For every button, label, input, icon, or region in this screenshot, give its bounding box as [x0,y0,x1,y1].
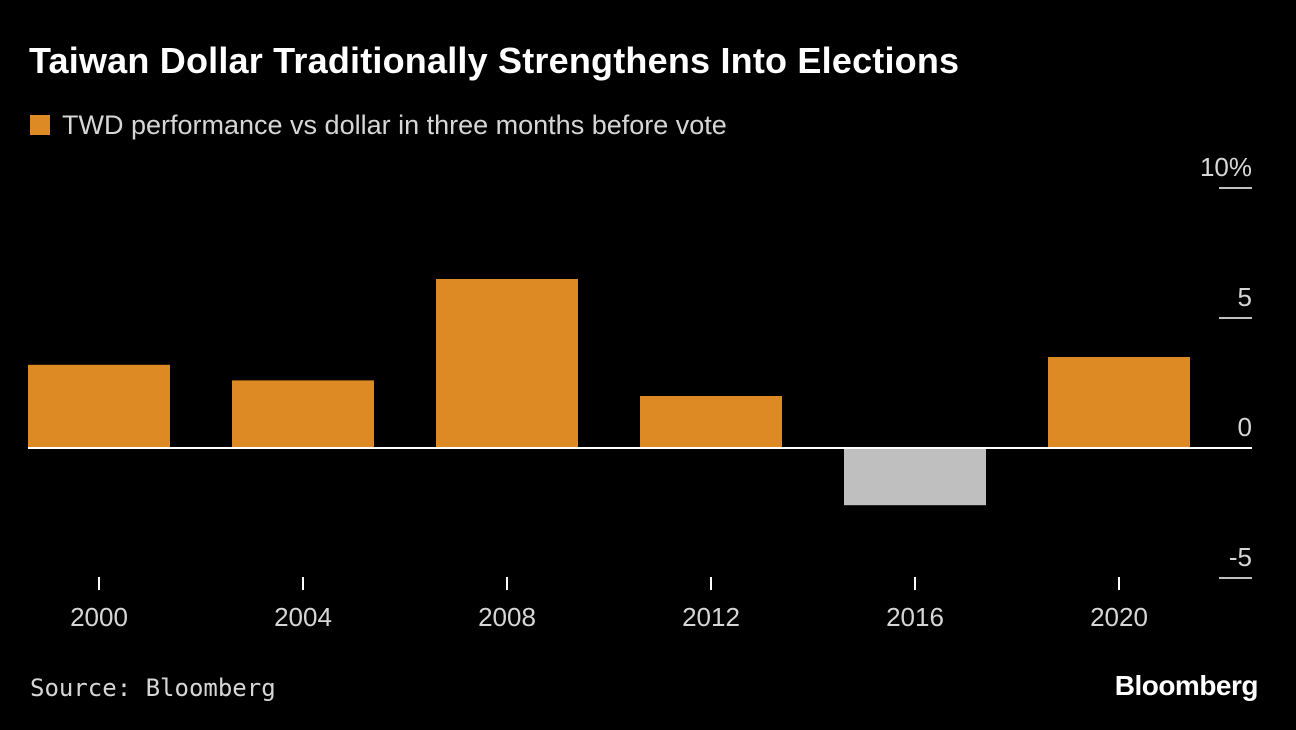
bar-2020 [1048,357,1190,448]
y-tick-label: 0 [1238,412,1252,442]
x-tick-label: 2000 [70,602,128,632]
bar-2004 [232,380,374,448]
y-tick-label: 10% [1200,152,1252,182]
chart-title: Taiwan Dollar Traditionally Strengthens … [29,40,960,81]
x-tick-label: 2008 [478,602,536,632]
legend-swatch [30,115,50,135]
x-tick-label: 2012 [682,602,740,632]
legend-label: TWD performance vs dollar in three month… [62,109,727,140]
legend: TWD performance vs dollar in three month… [30,108,727,142]
bar-2016 [844,448,986,506]
bar-2008 [436,279,578,448]
x-tick-label: 2020 [1090,602,1148,632]
y-tick-label: 5 [1238,282,1252,312]
bloomberg-logo: Bloomberg [1114,670,1259,701]
source-note: Source: Bloomberg [30,674,276,702]
bar-2012 [640,396,782,448]
x-tick-label: 2004 [274,602,332,632]
bar-2000 [28,364,170,448]
y-tick-label: -5 [1229,542,1252,572]
x-tick-label: 2016 [886,602,944,632]
